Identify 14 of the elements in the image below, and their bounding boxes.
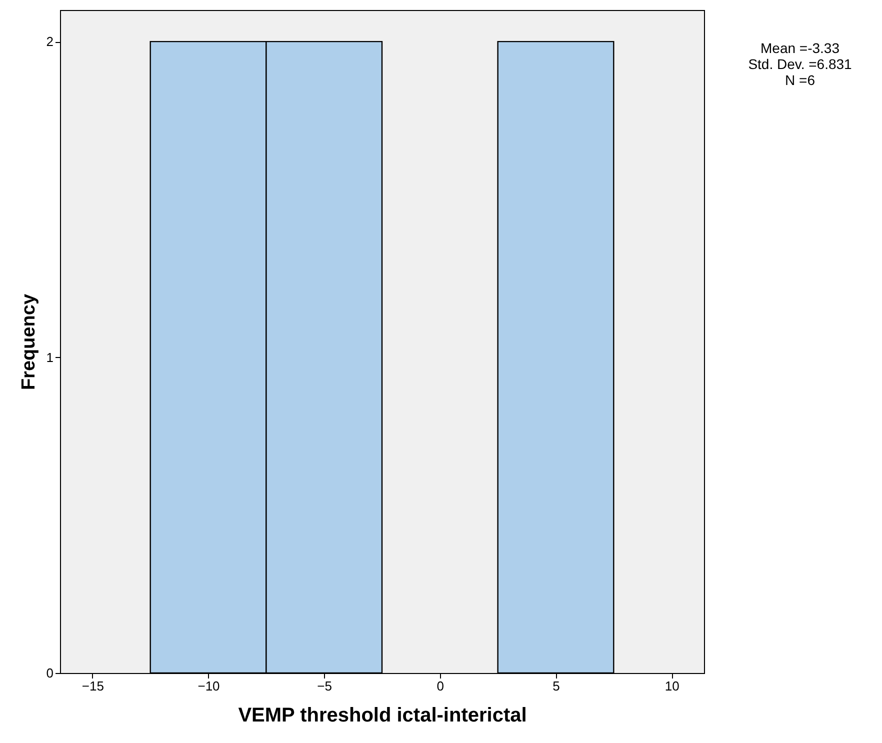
y-axis-title: Frequency xyxy=(18,294,40,390)
y-tick-label: 1 xyxy=(46,350,54,365)
x-tick-label: 5 xyxy=(552,678,560,694)
x-tick-label: −10 xyxy=(198,678,220,694)
x-axis-title: VEMP threshold ictal-interictal xyxy=(238,704,527,726)
text: N =6 xyxy=(785,72,816,88)
y-tick-label: 0 xyxy=(46,666,54,680)
y-tick-label: 2 xyxy=(46,34,54,50)
x-tick-label: 10 xyxy=(664,678,680,694)
x-tick-label: −15 xyxy=(82,678,104,694)
text: Std. Dev. =6.831 xyxy=(748,56,852,72)
x-tick-label: −5 xyxy=(317,678,332,694)
x-tick-label: 0 xyxy=(436,678,444,694)
text: Mean =-3.33 xyxy=(760,40,840,56)
